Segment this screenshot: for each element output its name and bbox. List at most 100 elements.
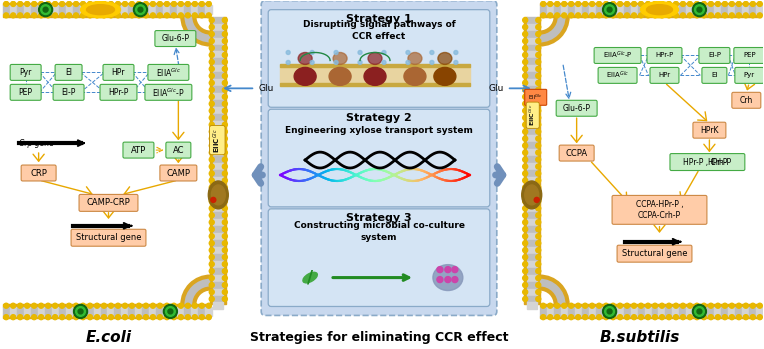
Ellipse shape xyxy=(730,1,734,6)
Ellipse shape xyxy=(674,315,678,320)
Bar xyxy=(526,240,537,247)
Ellipse shape xyxy=(438,52,452,65)
Ellipse shape xyxy=(694,13,699,18)
Bar xyxy=(610,307,617,316)
Ellipse shape xyxy=(4,13,8,18)
Ellipse shape xyxy=(694,303,699,308)
Ellipse shape xyxy=(222,192,228,197)
Ellipse shape xyxy=(88,303,92,308)
Ellipse shape xyxy=(209,199,214,204)
Bar xyxy=(526,261,537,268)
Text: EIIC$^{Glc}$: EIIC$^{Glc}$ xyxy=(528,104,537,126)
Bar xyxy=(526,282,537,289)
Bar xyxy=(213,149,223,156)
Bar xyxy=(24,307,31,316)
Ellipse shape xyxy=(541,13,545,18)
Text: EIIA$^{Glc}$: EIIA$^{Glc}$ xyxy=(156,66,181,79)
Bar xyxy=(526,226,537,233)
FancyBboxPatch shape xyxy=(268,109,490,207)
Bar xyxy=(213,86,223,93)
FancyBboxPatch shape xyxy=(670,154,745,171)
Ellipse shape xyxy=(222,122,228,127)
FancyBboxPatch shape xyxy=(612,195,707,224)
Bar xyxy=(568,307,575,316)
Ellipse shape xyxy=(607,7,612,12)
Bar xyxy=(150,5,157,14)
Ellipse shape xyxy=(108,13,114,18)
Text: PEP: PEP xyxy=(743,52,756,59)
Ellipse shape xyxy=(536,108,541,113)
Bar xyxy=(539,3,761,5)
Ellipse shape xyxy=(222,185,228,190)
Ellipse shape xyxy=(137,315,141,320)
Ellipse shape xyxy=(166,306,175,316)
Ellipse shape xyxy=(95,303,99,308)
Ellipse shape xyxy=(310,51,314,54)
Ellipse shape xyxy=(639,303,643,308)
FancyBboxPatch shape xyxy=(268,10,490,107)
Bar xyxy=(526,268,537,275)
Ellipse shape xyxy=(688,13,692,18)
Bar xyxy=(52,307,59,316)
Bar xyxy=(672,307,679,316)
Ellipse shape xyxy=(73,13,79,18)
Bar xyxy=(749,307,756,316)
Bar xyxy=(213,114,223,121)
Text: HPr: HPr xyxy=(659,72,671,79)
Ellipse shape xyxy=(523,171,528,176)
Bar xyxy=(743,5,749,14)
Ellipse shape xyxy=(454,51,458,54)
Ellipse shape xyxy=(53,13,57,18)
Ellipse shape xyxy=(102,13,106,18)
Ellipse shape xyxy=(222,227,228,232)
Bar xyxy=(213,24,223,31)
Ellipse shape xyxy=(536,206,541,211)
Ellipse shape xyxy=(334,51,338,54)
Ellipse shape xyxy=(186,13,190,18)
Bar xyxy=(73,307,79,316)
Bar xyxy=(665,307,672,316)
Ellipse shape xyxy=(24,315,30,320)
Ellipse shape xyxy=(536,227,541,232)
Bar xyxy=(213,289,223,296)
Ellipse shape xyxy=(46,303,50,308)
FancyBboxPatch shape xyxy=(699,47,730,64)
Ellipse shape xyxy=(209,241,214,246)
Ellipse shape xyxy=(750,303,756,308)
Ellipse shape xyxy=(76,306,86,316)
Bar xyxy=(177,5,184,14)
Ellipse shape xyxy=(523,178,528,183)
Ellipse shape xyxy=(151,13,155,18)
Bar xyxy=(66,307,73,316)
Ellipse shape xyxy=(522,181,542,209)
Bar xyxy=(524,17,526,304)
Ellipse shape xyxy=(222,290,228,295)
Ellipse shape xyxy=(575,13,581,18)
Ellipse shape xyxy=(209,171,214,176)
Ellipse shape xyxy=(171,315,176,320)
Bar xyxy=(561,5,568,14)
Ellipse shape xyxy=(715,1,720,6)
Bar xyxy=(3,3,210,5)
Bar xyxy=(701,307,707,316)
Ellipse shape xyxy=(694,315,699,320)
Ellipse shape xyxy=(18,1,23,6)
Ellipse shape xyxy=(708,303,714,308)
Ellipse shape xyxy=(624,1,630,6)
Ellipse shape xyxy=(536,101,541,106)
Ellipse shape xyxy=(115,1,121,6)
Bar xyxy=(547,307,554,316)
Bar xyxy=(213,163,223,170)
Ellipse shape xyxy=(523,269,528,274)
Bar xyxy=(213,240,223,247)
Bar xyxy=(526,247,537,254)
Ellipse shape xyxy=(646,315,650,320)
Ellipse shape xyxy=(95,13,99,18)
Ellipse shape xyxy=(666,315,672,320)
Ellipse shape xyxy=(536,24,541,30)
Text: CAMP-CRP: CAMP-CRP xyxy=(86,198,131,207)
Ellipse shape xyxy=(445,267,451,273)
Ellipse shape xyxy=(60,1,65,6)
Bar xyxy=(539,5,547,14)
Ellipse shape xyxy=(11,315,16,320)
